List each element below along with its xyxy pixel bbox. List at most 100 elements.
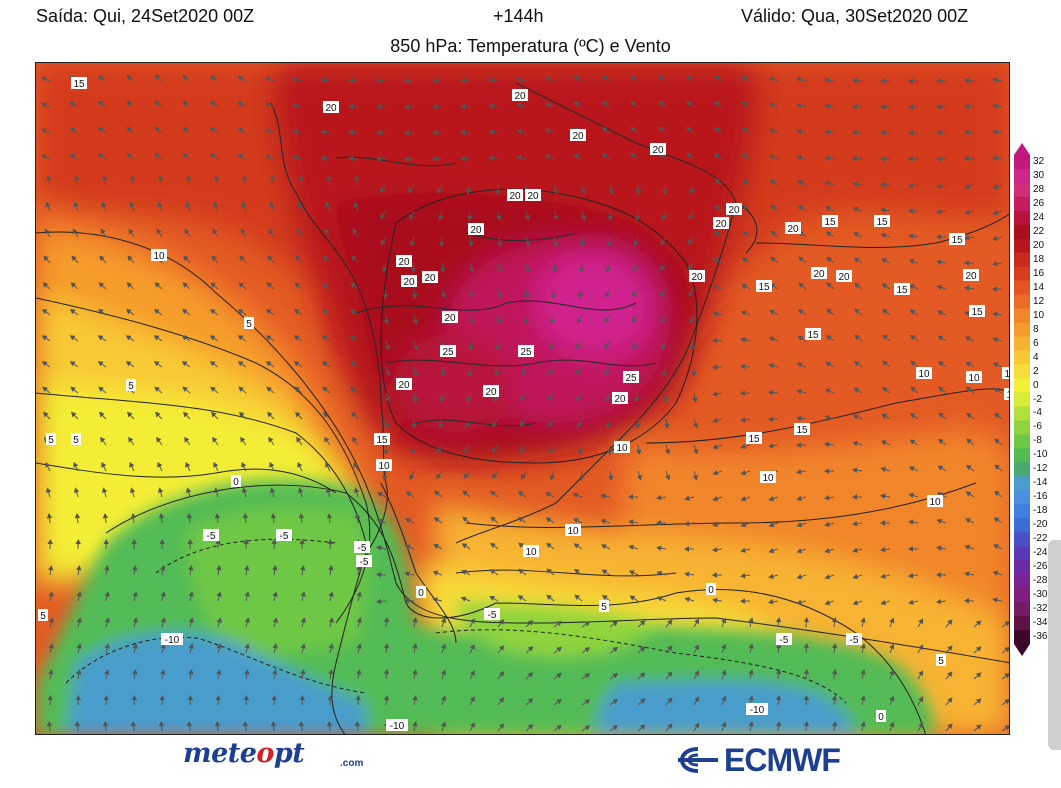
wind-arrow-head [382, 293, 389, 300]
wind-arrow-head [936, 259, 942, 265]
wind-arrow-head [183, 411, 189, 418]
wind-arrow-head [825, 361, 832, 367]
contour-label: -10 [750, 705, 765, 716]
wind-arrow-head [41, 308, 48, 315]
wind-arrow-head [264, 102, 271, 108]
wind-arrow-head [326, 513, 333, 519]
contour-label: 20 [403, 277, 415, 288]
wind-arrow-head [241, 487, 248, 493]
wind-arrow-head [299, 694, 306, 701]
wind-arrow-head [438, 241, 445, 248]
wind-arrow-head [605, 396, 611, 402]
wind-arrow-head [102, 175, 108, 181]
wind-arrow-head [405, 491, 412, 497]
wind-arrow-head [527, 620, 534, 626]
wind-arrow-head [667, 619, 673, 625]
contour-label-box [599, 600, 609, 612]
colorbar-segment [1014, 406, 1030, 421]
wind-arrow-head [490, 516, 496, 522]
wind-arrow-head [272, 591, 278, 597]
wind-arrow-head [908, 258, 915, 265]
wind-arrow-head [160, 643, 166, 649]
wind-arrow-head [687, 239, 694, 245]
contour-label-box [969, 305, 985, 317]
wind-arrow-head [551, 267, 558, 273]
wind-arrow-head [48, 643, 54, 649]
wind-arrow-head [693, 448, 699, 455]
wind-arrow-head [269, 461, 275, 468]
wind-arrow-head [963, 598, 970, 604]
colorbar-segment [1014, 143, 1030, 169]
wind-arrow-head [964, 336, 971, 342]
wind-arrow-head [910, 386, 916, 392]
wind-arrow-head [606, 241, 613, 247]
wind-arrow-head [721, 721, 727, 728]
wind-arrow-head [210, 386, 216, 392]
wind-arrow-head [104, 591, 110, 597]
wind-arrow-head [880, 599, 887, 606]
contour-label-box [483, 385, 499, 397]
wind-arrow-head [713, 258, 719, 263]
contour-label-box [507, 189, 523, 201]
wind-arrow-head [909, 439, 916, 445]
wind-arrow-head [712, 521, 718, 527]
wind-arrow-head [74, 175, 80, 181]
contour-label: -5 [358, 543, 367, 554]
wind-arrow-head [664, 448, 671, 455]
wind-arrow-head [264, 128, 271, 134]
contour-label-box [440, 345, 456, 357]
colorbar-tick-label: 26 [1033, 197, 1045, 209]
contour-label: 15 [376, 435, 388, 446]
wind-arrow-head [468, 345, 474, 351]
colorbar-segment [1014, 280, 1030, 296]
wind-arrow-head [854, 282, 860, 289]
wind-arrow-head [918, 670, 924, 677]
wind-arrow-head [667, 697, 673, 703]
wind-arrow-head [575, 395, 582, 402]
contour-label: 10 [153, 251, 165, 262]
contour-label: 15 [951, 235, 963, 246]
wind-arrow-head [770, 204, 776, 211]
wind-arrow-head [831, 643, 838, 649]
wind-arrow-head [383, 643, 390, 649]
wind-arrow-head [237, 361, 244, 367]
wind-arrow-head [851, 103, 858, 110]
wind-arrow-head [300, 617, 306, 623]
contour-label-box [746, 432, 762, 444]
contour-label-box [706, 583, 716, 595]
wind-arrow-head [851, 77, 858, 84]
wind-arrow-head [99, 255, 105, 262]
wind-arrow-head [496, 319, 502, 325]
wind-arrow-head [403, 597, 410, 604]
wind-arrow-head [1004, 725, 1009, 731]
wind-arrow-head [880, 546, 886, 553]
wind-arrow-head [573, 75, 580, 81]
wind-arrow-head [272, 643, 278, 649]
contour-label-box [836, 270, 852, 282]
wind-arrow-head [879, 130, 886, 136]
wind-arrow-head [292, 154, 298, 161]
scrollbar-thumb[interactable] [1048, 540, 1061, 750]
wind-arrow-head [629, 595, 636, 601]
contour-label: 5 [40, 611, 46, 622]
wind-arrow-head [667, 723, 673, 729]
wind-arrow-head [775, 721, 782, 727]
wind-arrow-head [547, 369, 554, 376]
ecmwf-swirl-icon [678, 747, 718, 773]
wind-arrow-head [409, 240, 416, 247]
wind-arrow-head [440, 695, 447, 702]
colorbar-segment [1014, 238, 1030, 254]
wind-arrow-head [156, 436, 162, 443]
wind-arrow-head [379, 187, 385, 193]
wind-arrow-head [433, 544, 439, 550]
wind-arrow-head [212, 436, 218, 443]
wind-arrow-head [237, 75, 244, 81]
wind-arrow-head [498, 723, 505, 729]
wind-arrow-head [853, 361, 860, 367]
wind-arrow-head [522, 319, 529, 326]
wind-arrow-head [937, 465, 944, 471]
contour-label-box [518, 345, 534, 357]
wind-arrow-head [72, 228, 78, 235]
wind-arrow-head [936, 208, 942, 215]
wind-arrow-head [403, 156, 410, 162]
